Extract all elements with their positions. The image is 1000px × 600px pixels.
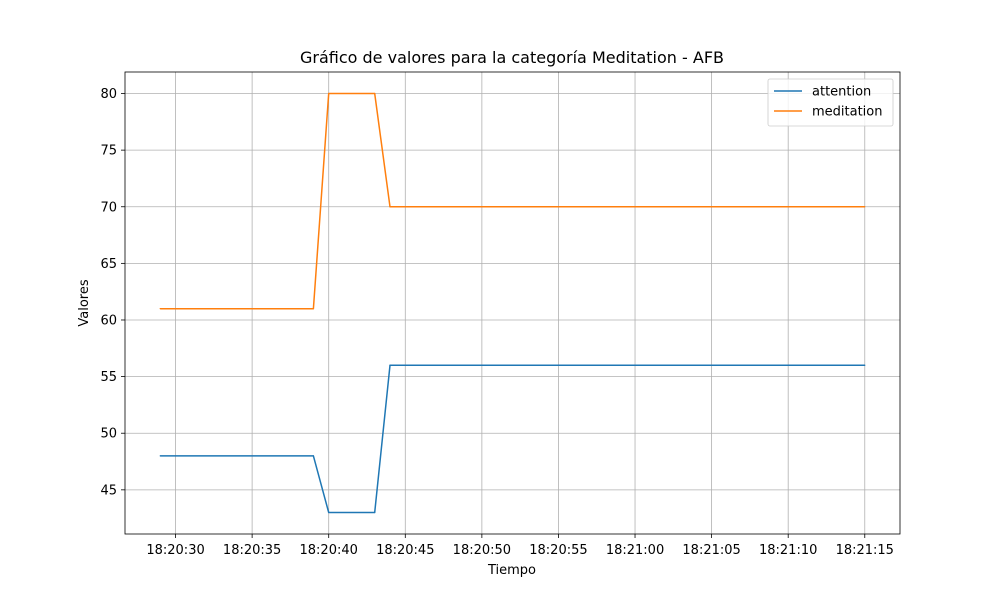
x-axis-ticks: 18:20:30 18:20:35 18:20:40 18:20:45 18:20:50… — [146, 534, 894, 558]
legend-label-attention: attention — [812, 85, 871, 100]
data-point-meditation — [159, 308, 161, 310]
y-tick-label: 55 — [100, 370, 117, 385]
x-tick-label: 18:20:40 — [300, 543, 358, 558]
x-tick-label: 18:20:30 — [146, 543, 204, 558]
chart-title: Gráfico de valores para la categoría Med… — [300, 48, 724, 67]
y-axis-label: Valores — [77, 279, 92, 326]
plot-frame — [124, 71, 901, 535]
data-point-meditation — [312, 308, 314, 310]
series-lines — [159, 92, 866, 514]
data-point-attention — [312, 455, 314, 457]
data-point-attention — [864, 364, 866, 366]
x-tick-label: 18:21:15 — [836, 543, 894, 558]
x-axis-label: Tiempo — [487, 563, 536, 578]
data-point-meditation — [389, 206, 391, 208]
y-tick-label: 65 — [100, 257, 117, 272]
y-tick-label: 75 — [100, 144, 117, 159]
data-point-meditation — [328, 92, 330, 95]
data-point-attention — [328, 511, 330, 514]
x-tick-label: 18:21:10 — [759, 543, 817, 558]
legend: attention meditation — [767, 78, 894, 127]
grid-lines — [125, 72, 900, 534]
y-tick-label: 80 — [100, 87, 117, 102]
series-line-meditation — [160, 92, 865, 310]
data-point-attention — [159, 455, 161, 457]
data-point-attention — [374, 511, 376, 514]
data-point-attention — [389, 364, 391, 366]
data-point-meditation — [374, 92, 376, 95]
legend-label-meditation: meditation — [812, 105, 883, 120]
data-point-meditation — [864, 206, 866, 208]
x-tick-label: 18:21:05 — [682, 543, 740, 558]
series-line-attention — [160, 364, 865, 514]
x-tick-label: 18:21:00 — [606, 543, 664, 558]
x-tick-label: 18:20:35 — [223, 543, 281, 558]
y-tick-label: 45 — [100, 483, 117, 498]
y-tick-label: 60 — [100, 313, 117, 328]
y-tick-label: 50 — [100, 427, 117, 442]
y-tick-label: 70 — [100, 200, 117, 215]
x-tick-label: 18:20:50 — [453, 543, 511, 558]
x-tick-label: 18:20:45 — [376, 543, 434, 558]
y-axis-ticks: 45 50 55 60 65 70 75 80 — [100, 87, 125, 498]
x-tick-label: 18:20:55 — [529, 543, 587, 558]
